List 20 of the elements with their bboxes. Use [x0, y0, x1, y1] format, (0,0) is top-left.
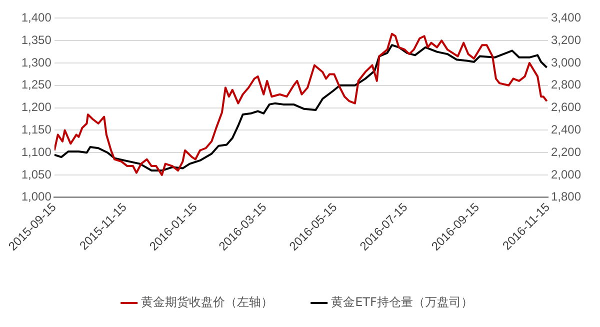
y-tick-label: 1,150 [21, 122, 52, 137]
y2-tick-label: 3,400 [550, 10, 582, 25]
y2-tick-label: 2,000 [550, 167, 582, 182]
y2-tick-label: 2,200 [550, 144, 582, 159]
y2-tick-label: 2,600 [550, 100, 582, 114]
legend-label: 黄金期货收盘价（左轴） [141, 295, 274, 310]
y2-tick-label: 2,800 [550, 78, 582, 92]
y-tick-label: 1,400 [21, 10, 52, 25]
y2-tick-label: 3,200 [550, 32, 582, 47]
y-tick-label: 1,100 [21, 144, 52, 159]
y2-tick-label: 3,000 [550, 55, 582, 70]
y-tick-label: 1,250 [21, 78, 52, 92]
y-tick-label: 1,350 [21, 32, 52, 47]
y2-tick-label: 2,400 [550, 122, 582, 137]
y-tick-label: 1,200 [21, 100, 52, 114]
y-tick-label: 1,050 [21, 167, 52, 182]
y-tick-label: 1,000 [21, 190, 52, 204]
legend-label: 黄金ETF持仓量（万盘司） [331, 295, 473, 310]
y-tick-label: 1,300 [21, 55, 52, 70]
y2-tick-label: 1,800 [550, 190, 582, 204]
